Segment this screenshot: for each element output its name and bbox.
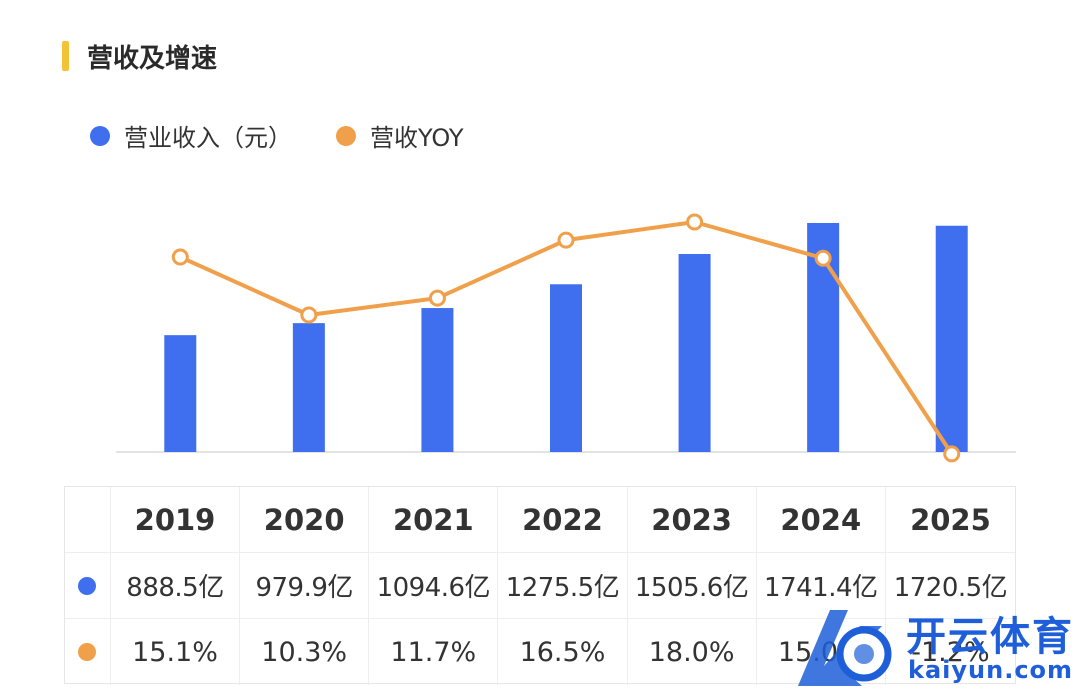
table-year-cell: 2021 bbox=[369, 487, 499, 552]
table-year-cell: 2020 bbox=[240, 487, 370, 552]
table-revenue-cell: 888.5亿 bbox=[111, 553, 241, 618]
title-accent-bar bbox=[62, 41, 69, 71]
revenue-bar bbox=[935, 225, 968, 452]
yoy-point bbox=[557, 231, 575, 249]
table-revenue-cell: 1720.5亿 bbox=[893, 573, 1008, 603]
watermark-cn-text: 开云体育 bbox=[906, 614, 1074, 660]
table-header-row: 2019 2020 2021 2022 2023 2024 2025 bbox=[65, 487, 1015, 553]
revenue-bar bbox=[421, 308, 454, 452]
legend: 营业收入（元） 营收YOY bbox=[90, 118, 508, 153]
watermark-logo-icon bbox=[798, 610, 892, 686]
table-year-cell: 2025 bbox=[910, 502, 991, 537]
revenue-bar bbox=[550, 284, 582, 452]
legend-revenue-marker bbox=[90, 125, 110, 146]
yoy-point bbox=[943, 445, 961, 463]
table-revenue-marker bbox=[78, 576, 97, 595]
table-revenue-cell: 1505.6亿 bbox=[628, 553, 757, 618]
chart-title: 营收及增速 bbox=[87, 43, 218, 74]
chart-title-group: 营收及增速 bbox=[62, 38, 217, 74]
table-revenue-marker-cell bbox=[65, 553, 111, 618]
table-yoy-cell: -1.2% bbox=[911, 636, 990, 668]
legend-item-revenue: 营业收入（元） bbox=[90, 118, 292, 153]
watermark: 开云体育 kaiyun.com bbox=[790, 600, 1080, 698]
watermark-en-text: kaiyun.com bbox=[908, 656, 1074, 684]
table-year-cell: 2022 bbox=[498, 487, 628, 552]
table-yoy-marker-cell bbox=[65, 619, 111, 685]
table-yoy-marker bbox=[78, 643, 97, 661]
table-yoy-cell: 11.7% bbox=[369, 619, 499, 685]
revenue-bar bbox=[164, 335, 197, 452]
table-year-cell: 2019 bbox=[111, 487, 241, 552]
yoy-point bbox=[686, 213, 704, 231]
table-revenue-cell: 979.9亿 bbox=[240, 553, 370, 618]
data-table: 2019 2020 2021 2022 2023 2024 2025 888.5亿 979.9… bbox=[64, 486, 1016, 685]
yoy-point bbox=[428, 289, 446, 307]
table-yoy-cell: 15.1% bbox=[111, 619, 241, 685]
legend-yoy-label: 营收YOY bbox=[370, 124, 464, 152]
yoy-point bbox=[171, 248, 189, 266]
revenue-bar bbox=[292, 323, 325, 452]
table-revenue-cell: 1741.4亿 bbox=[757, 553, 886, 618]
table-corner-cell bbox=[65, 487, 111, 552]
yoy-point bbox=[300, 306, 318, 324]
table-yoy-cell: 10.3% bbox=[240, 619, 370, 685]
combo-chart bbox=[116, 213, 1016, 463]
legend-yoy-marker bbox=[336, 125, 356, 146]
legend-item-yoy: 营收YOY bbox=[336, 118, 464, 153]
revenue-bar bbox=[678, 254, 711, 452]
table-row-revenue: 888.5亿 979.9亿 1094.6亿 1275.5亿 1505.6亿 1741.4亿… bbox=[65, 553, 1015, 619]
legend-revenue-label: 营业收入（元） bbox=[124, 124, 292, 152]
table-revenue-cell: 1094.6亿 bbox=[369, 553, 499, 618]
table-yoy-cell: 18.0% bbox=[628, 619, 757, 685]
table-revenue-cell: 1275.5亿 bbox=[498, 553, 628, 618]
table-year-cell: 2023 bbox=[628, 487, 757, 552]
yoy-point bbox=[814, 249, 832, 267]
table-year-cell: 2024 bbox=[757, 487, 886, 552]
table-yoy-cell: 16.5% bbox=[498, 619, 628, 685]
